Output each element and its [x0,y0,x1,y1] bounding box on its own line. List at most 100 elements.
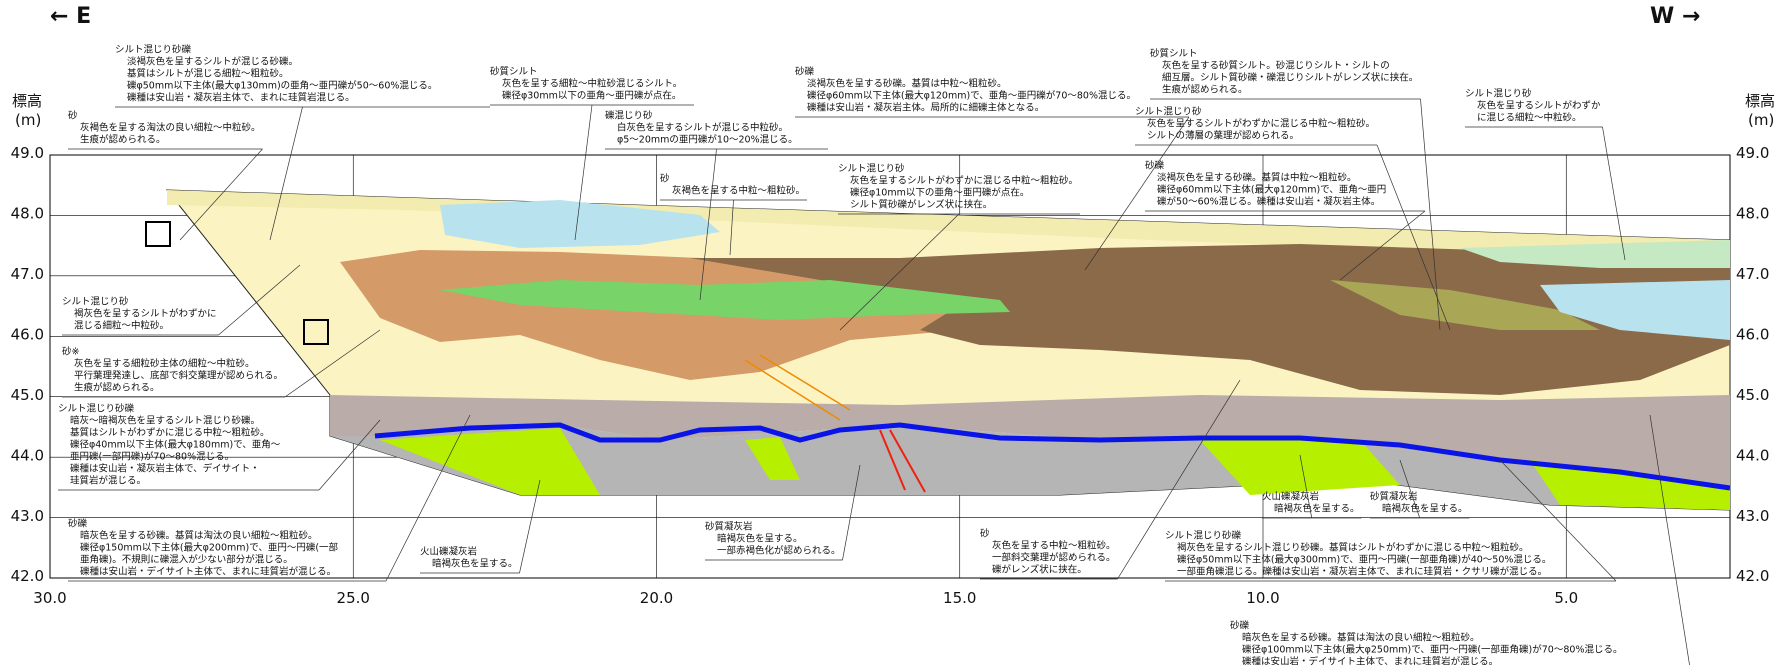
annotation-title: シルト混じり砂 [62,295,129,307]
dark-gravel [690,244,1730,395]
annotation-line: 褐灰色を呈するシルト混じり砂礫。基質はシルトがわずかに混じる中粒～粗粒砂。 [1177,541,1529,553]
annotation-title: 砂 [660,172,670,184]
annotation-line: 生痕が認められる。 [74,381,160,393]
leader-line [269,106,303,241]
annotation-line: シルト質砂礫がレンズ状に挟在。 [850,198,992,210]
fault [879,429,926,493]
y-tick-label: 45.0 [1736,386,1769,404]
annotation-line: 暗褐灰色を呈する。 [717,532,803,544]
y-axis-unit: (m) [1748,111,1774,129]
annotation-line: 礫種は安山岩・凝灰岩主体で、まれに珪質岩混じる。 [127,91,355,103]
tuff-green [1530,460,1730,510]
annotation-line: 暗灰～暗褐灰色を呈するシルト混じり砂礫。 [70,414,260,426]
annotation-title: 砂 [980,527,990,539]
leader-line [839,213,960,331]
y-tick-label: 42.0 [11,567,44,585]
annotation-line: 亜角礫)。不規則に礫混入が少ない部分が混じる。 [80,553,293,565]
annotation-line: 礫が50～60%混じる。礫種は安山岩・凝灰岩主体。 [1157,195,1380,207]
annotation-line: 一部赤褐色化が認められる。 [717,544,841,556]
annotation-line: φ5～20mmの亜円礫が10～20%混じる。 [617,133,798,145]
leader-line [1399,459,1421,519]
annotation-title: 砂礫 [1145,159,1165,171]
west-label: W → [1650,4,1700,29]
annotation-line: 平行葉理発達し、底部で斜交葉理が認められる。 [74,369,283,381]
annotation-line: 灰褐色を呈する中粒～粗粒砂。 [672,184,805,196]
x-tick-label: 10.0 [1246,589,1279,607]
pale-green [1460,240,1730,268]
marker-box [303,319,329,345]
annotation-line: 灰色を呈する砂質シルト。砂混じりシルト・シルトの [1162,59,1390,71]
annotation-line: 礫径φ100mm以下主体(最大φ250mm)で、亜円～円礫(一部亜角礫)が70～… [1242,643,1622,655]
annotation-title: シルト混じり砂礫 [1165,529,1242,541]
y-tick-label: 44.0 [11,446,44,464]
annotation-title: シルト混じり砂 [1135,105,1202,117]
annotation-title: 火山礫凝灰岩 [420,545,477,557]
y-tick-label: 46.0 [11,325,44,343]
annotation-line: 灰色を呈する細粒～中粒砂混じるシルト。 [502,77,682,89]
x-tick-label: 30.0 [33,589,66,607]
annotation-line: 一部斜交葉理が認められる。 [992,551,1116,563]
leader-line [842,464,861,561]
annotation-title: 砂礫 [1230,619,1250,631]
x-tick-label: 5.0 [1554,589,1578,607]
annotation-line: 灰色を呈する細粒砂主体の細粒～中粒砂。 [74,357,255,369]
annotation-line: 礫径φ40mm以下主体(最大φ180mm)で、亜角～ [70,438,281,450]
annotation-title: 火山礫凝灰岩 [1262,490,1319,502]
leader-line [519,479,541,574]
leader-line [699,148,717,301]
leader-line [385,414,471,582]
y-tick-label: 47.0 [11,265,44,283]
annotation-line: 暗褐灰色を呈する。 [1382,502,1468,514]
annotation-line: 礫径φ30mm以下の亜角～亜円礫が点在。 [502,89,681,101]
annotation-line: 亜円礫(一部円礫)が70～80%混じる。 [70,450,234,462]
y-tick-label: 49.0 [1736,144,1769,162]
annotation-line: 細互層。シルト質砂礫・礫混じりシルトがレンズ状に挟在。 [1162,71,1418,83]
annotation-line: 淡褐灰色を呈する砂礫。基質は中粒～粗粒砂。 [1157,171,1357,183]
bedrock [330,425,1730,510]
annotation-line: に混じる細粒～中粒砂。 [1477,111,1582,123]
leader-line [1299,454,1313,519]
leader-line [1117,379,1241,580]
y-tick-label: 49.0 [11,144,44,162]
annotation-line: 礫径φ60mm以下主体(最大φ120mm)で、亜角～亜円 [1157,183,1386,195]
annotation-line: 礫種は安山岩・デイサイト主体で、まれに珪質岩が混じる。 [1242,655,1498,665]
annotation-line: 灰色を呈する中粒～粗粒砂。 [992,539,1116,551]
annotation-line: 灰色を呈するシルトがわずかに混じる中粒～粗粒砂。 [850,174,1078,186]
annotation-title: 砂礫 [68,517,88,529]
y-axis-title: 標高 [1745,92,1775,110]
annotation-title: シルト混じり砂 [1465,87,1532,99]
annotation-line: 混じる細粒～中粒砂。 [74,319,169,331]
leader-line [1420,98,1441,331]
bedrock-boundary [374,422,1731,491]
annotation-line: 一部亜角礫混じる。礫種は安山岩・凝灰岩主体で、まれに珪質岩・クサリ礫が混じる。 [1177,565,1547,577]
annotation-title: 砂質凝灰岩 [1370,490,1418,502]
leader-line [218,264,301,336]
annotation-line: 基質はシルトが混じる細粒～粗粒砂。 [127,67,289,79]
leader-line [284,329,381,398]
annotation-line: 礫種は安山岩・デイサイト主体で、まれに珪質岩が混じる。 [80,565,336,577]
annotation-line: 礫径φ60mm以下主体(最大φ120mm)で、亜角～亜円礫が70～80%混じる。 [807,89,1136,101]
annotation-line: 礫径φ150mm以下主体(最大φ200mm)で、亜円～円礫(一部 [80,541,338,553]
leader-line [1084,116,1190,271]
leader-line [1602,126,1626,261]
annotation-line: 灰色を呈するシルトがわずかに混じる中粒～粗粒砂。 [1147,117,1375,129]
y-tick-label: 43.0 [11,507,44,525]
y-tick-label: 48.0 [1736,205,1769,223]
annotation-line: 暗灰色を呈する砂礫。基質は淘汰の良い細粒～粗粒砂。 [1242,631,1480,643]
annotation-line: 淡褐灰色を呈するシルトが混じる砂礫。 [127,55,298,67]
annotation-line: 暗灰色を呈する砂礫。基質は淘汰の良い細粒～粗粒砂。 [80,529,318,541]
annotation-line: 灰褐色を呈する淘汰の良い細粒～中粒砂。 [80,121,261,133]
strata [145,189,1731,511]
fault [744,354,851,421]
y-axis-unit: (m) [15,111,41,129]
gravel-band [330,395,1730,488]
annotation-line: 珪質岩が混じる。 [70,474,146,486]
annotation-title: 礫混じり砂 [605,109,653,121]
leader-line [1376,144,1451,331]
annotation-title: 砂※ [62,345,80,357]
leader-line [179,148,263,241]
annotation-line: 礫がレンズ状に挟在。 [992,563,1087,575]
annotation-line: 礫種は安山岩・凝灰岩主体で、デイサイト・ [70,462,260,474]
leader-line [729,199,734,256]
